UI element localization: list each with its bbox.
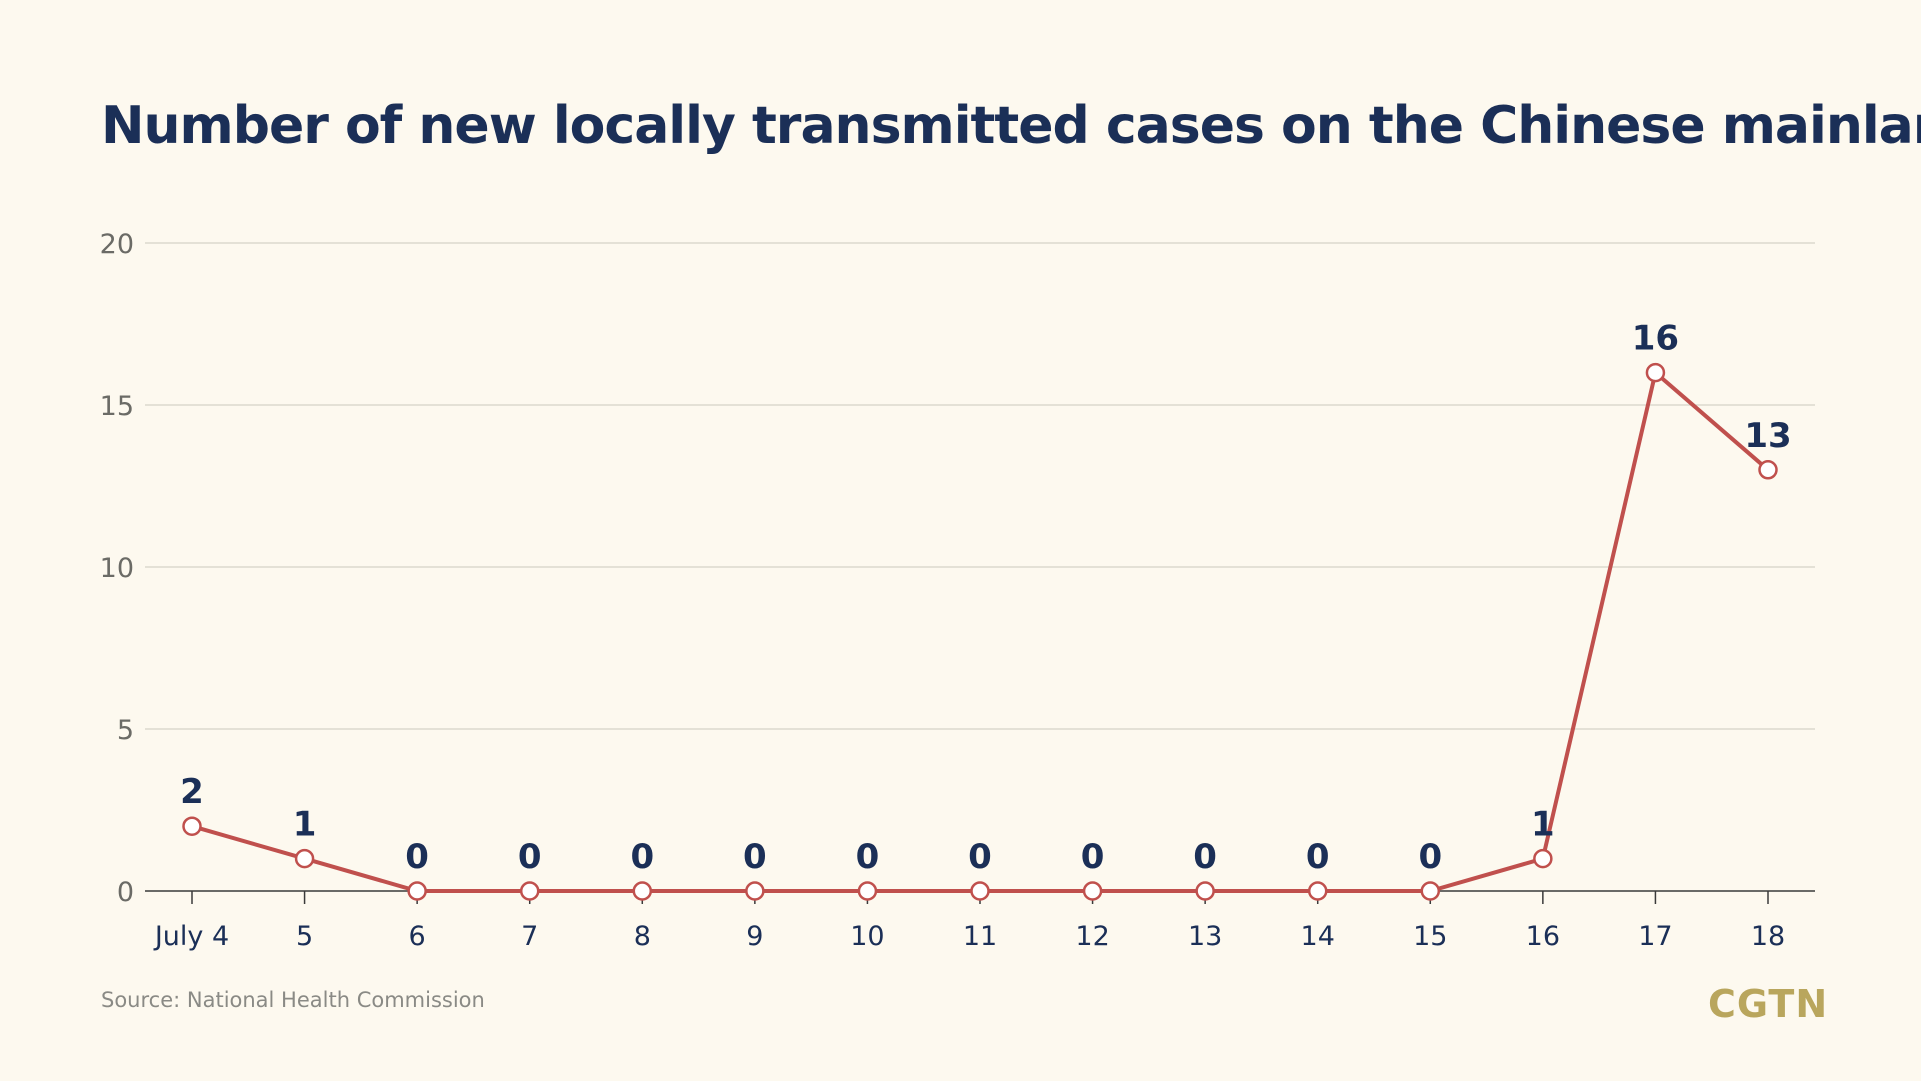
data-label: 1	[1531, 805, 1555, 845]
gridlines	[145, 242, 1815, 730]
data-point	[1307, 881, 1328, 901]
x-tick-label: 10	[850, 921, 884, 952]
y-tick-label: 5	[117, 715, 134, 746]
data-label: 1	[293, 805, 317, 845]
chart-title: Number of new locally transmitted cases …	[101, 96, 1921, 156]
source-note: Source: National Health Commission	[101, 988, 485, 1012]
y-tick-label: 0	[117, 877, 134, 908]
x-tick-label: 17	[1638, 921, 1672, 952]
x-tick-label: 16	[1526, 921, 1560, 952]
data-point	[294, 848, 315, 869]
x-tick-label: 7	[521, 921, 538, 952]
data-label: 2	[180, 772, 204, 812]
data-label: 0	[405, 837, 429, 877]
x-tick-label: 12	[1075, 921, 1109, 952]
data-labels: 2 1 0 0 0 0 0 0 0 0 0 0 1 16 13	[180, 319, 1792, 877]
x-tick-label: 14	[1301, 921, 1335, 952]
x-tick-label: 5	[296, 921, 313, 952]
data-label: 16	[1632, 319, 1679, 359]
data-label: 0	[1081, 837, 1105, 877]
data-point	[970, 881, 990, 901]
data-label: 0	[1306, 837, 1330, 877]
x-tick-label: 6	[409, 921, 426, 952]
data-label: 0	[630, 837, 654, 877]
data-point	[1195, 881, 1215, 901]
data-label: 0	[856, 837, 880, 877]
data-point	[519, 881, 540, 901]
data-label: 0	[1193, 837, 1217, 877]
data-point	[1420, 881, 1441, 901]
data-point	[1533, 848, 1553, 869]
data-label: 0	[968, 837, 992, 877]
data-label: 13	[1744, 416, 1791, 456]
data-point	[632, 881, 653, 901]
x-tick-label: 15	[1413, 921, 1447, 952]
data-point	[1082, 881, 1103, 901]
y-tick-label: 10	[100, 553, 134, 584]
cgtn-logo: CGTN	[1708, 982, 1829, 1026]
y-tick-label: 15	[100, 391, 134, 422]
x-tick-label: 8	[634, 921, 651, 952]
data-label: 0	[1418, 837, 1442, 877]
x-tick-label: 9	[746, 921, 763, 952]
y-axis-ticks: 0 5 10 15 20	[100, 229, 134, 908]
data-point	[1758, 460, 1778, 480]
x-axis-ticks: July 4 5 6 7 8 9 10 11 12 13 14 15 16 17 18	[153, 891, 1785, 952]
x-tick-label: July 4	[153, 921, 229, 952]
x-tick-label: 11	[963, 921, 997, 952]
x-tick-label: 18	[1751, 921, 1785, 952]
data-label: 0	[518, 837, 542, 877]
x-tick-label: 13	[1188, 921, 1222, 952]
data-point	[1645, 362, 1666, 383]
data-points	[182, 362, 1778, 901]
data-point	[857, 881, 878, 901]
data-point	[407, 881, 427, 901]
data-label: 0	[743, 837, 767, 877]
data-point	[745, 881, 765, 901]
data-point	[182, 816, 202, 836]
y-tick-label: 20	[100, 229, 134, 260]
